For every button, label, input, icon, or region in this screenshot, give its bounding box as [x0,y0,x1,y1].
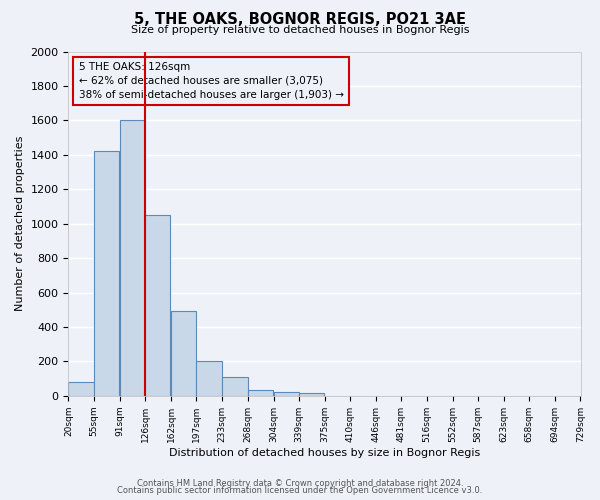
Bar [68,382,94,396]
Bar [248,390,273,396]
Bar [299,394,324,396]
Bar [274,392,299,396]
Bar [222,377,248,396]
Bar [171,312,196,396]
Bar [196,362,221,396]
Bar [145,215,170,396]
Text: Size of property relative to detached houses in Bognor Regis: Size of property relative to detached ho… [131,25,469,35]
Bar [94,152,119,396]
Bar [119,120,145,396]
Text: Contains public sector information licensed under the Open Government Licence v3: Contains public sector information licen… [118,486,482,495]
Text: Contains HM Land Registry data © Crown copyright and database right 2024.: Contains HM Land Registry data © Crown c… [137,478,463,488]
X-axis label: Distribution of detached houses by size in Bognor Regis: Distribution of detached houses by size … [169,448,480,458]
Text: 5, THE OAKS, BOGNOR REGIS, PO21 3AE: 5, THE OAKS, BOGNOR REGIS, PO21 3AE [134,12,466,28]
Y-axis label: Number of detached properties: Number of detached properties [15,136,25,312]
Text: 5 THE OAKS: 126sqm
← 62% of detached houses are smaller (3,075)
38% of semi-deta: 5 THE OAKS: 126sqm ← 62% of detached hou… [79,62,344,100]
